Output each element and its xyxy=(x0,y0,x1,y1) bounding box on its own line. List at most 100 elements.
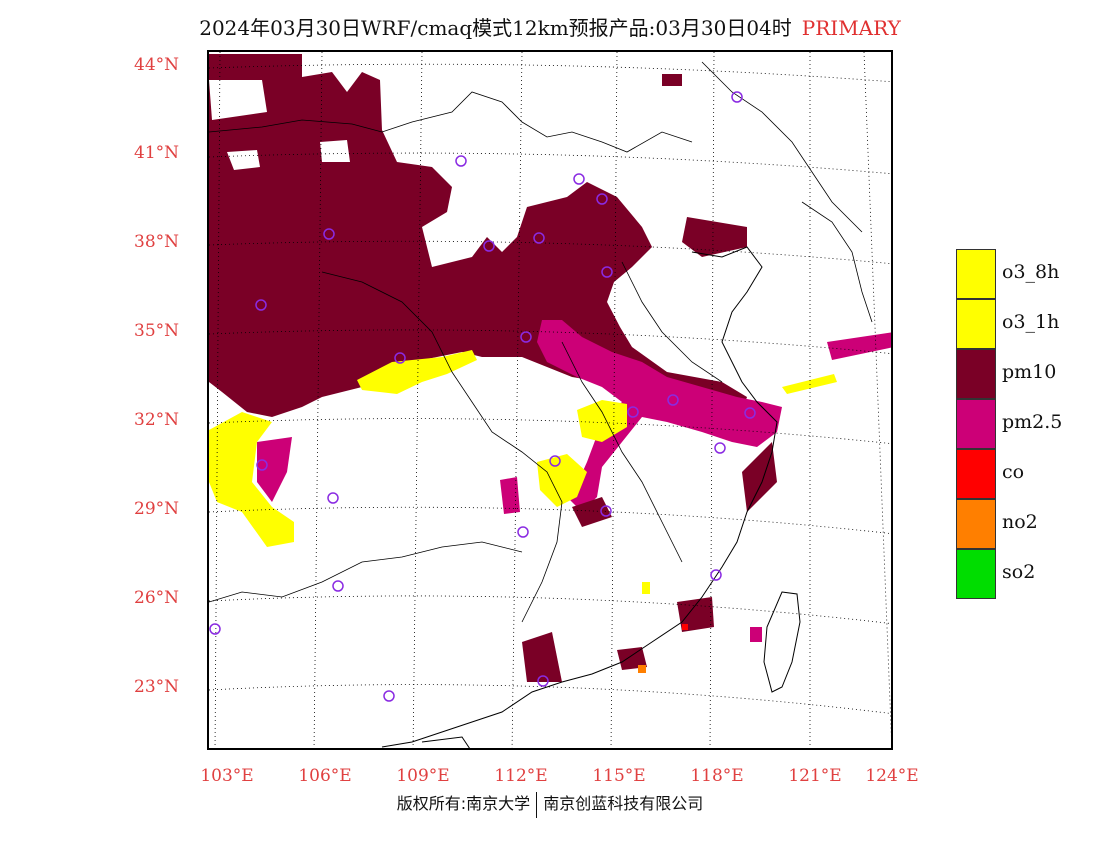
pm10-island-e xyxy=(682,217,747,257)
border-line-1 xyxy=(209,91,693,153)
legend-swatch xyxy=(956,349,996,399)
legend-item-no2: no2 xyxy=(956,499,1096,549)
map-panel[interactable] xyxy=(207,50,893,750)
pm10-island-ne xyxy=(662,74,682,86)
station-marker xyxy=(714,442,726,454)
border-line-2 xyxy=(321,271,563,623)
lon-label-121: 121°E xyxy=(788,766,842,786)
primary-tag: PRIMARY xyxy=(801,16,901,40)
clear-area-3 xyxy=(209,80,267,120)
station-marker xyxy=(537,675,549,687)
korea-coast xyxy=(801,201,873,323)
legend-swatch xyxy=(956,249,996,299)
pm10-south-coast xyxy=(522,632,562,682)
lon-label-115: 115°E xyxy=(592,766,646,786)
legend-label: so2 xyxy=(1002,561,1036,583)
legend-label: pm2.5 xyxy=(1002,411,1063,433)
copyright-footer: 版权所有:南京大学 南京创蓝科技有限公司 xyxy=(0,790,1100,818)
station-marker xyxy=(667,394,679,406)
taiwan-island xyxy=(763,591,801,693)
o3-region-west xyxy=(209,412,294,547)
border-line-5 xyxy=(621,261,723,383)
pm25-taiwan-strait xyxy=(750,627,762,642)
border-line-4 xyxy=(561,341,683,563)
legend-swatch xyxy=(956,299,996,349)
pm10-region-north xyxy=(209,54,747,417)
station-marker xyxy=(483,240,495,252)
legend-label: no2 xyxy=(1002,511,1038,533)
o3-region-central xyxy=(577,400,627,442)
legend-item-pm25: pm2.5 xyxy=(956,399,1096,449)
clear-area-2 xyxy=(320,140,350,162)
station-marker xyxy=(332,580,344,592)
border-line-6 xyxy=(701,61,863,233)
hainan-island xyxy=(421,736,470,748)
graticule xyxy=(209,52,891,748)
lat-label-29: 29°N xyxy=(134,499,180,519)
legend-item-co: co xyxy=(956,449,1096,499)
station-marker xyxy=(323,228,335,240)
footer-divider xyxy=(536,791,538,818)
lon-label-109: 109°E xyxy=(396,766,450,786)
lat-label-23: 23°N xyxy=(134,677,180,697)
legend-item-pm10: pm10 xyxy=(956,349,1096,399)
legend-item-o3-1h: o3_1h xyxy=(956,299,1096,349)
station-marker xyxy=(601,266,613,278)
co-spot xyxy=(682,624,688,630)
station-marker xyxy=(744,407,756,419)
o3-region-south-central xyxy=(537,454,587,507)
station-marker xyxy=(533,232,545,244)
copyright-left: 版权所有:南京大学 xyxy=(396,794,531,813)
station-marker xyxy=(600,505,612,517)
copyright-right: 南京创蓝科技有限公司 xyxy=(543,794,704,813)
pm25-island-sw xyxy=(257,437,292,502)
legend-label: co xyxy=(1002,461,1025,483)
pm10-central-south xyxy=(572,497,612,527)
pm25-coast-east xyxy=(827,332,891,360)
legend-label: pm10 xyxy=(1002,361,1057,383)
legend-swatch xyxy=(956,449,996,499)
lat-label-26: 26°N xyxy=(134,588,180,608)
lat-label-32: 32°N xyxy=(134,410,180,430)
lat-label-35: 35°N xyxy=(134,321,180,341)
lon-label-103: 103°E xyxy=(200,766,254,786)
legend-swatch xyxy=(956,399,996,449)
pm10-coast-guangdong xyxy=(677,597,714,632)
legend-item-o3-8h: o3_8h xyxy=(956,249,1096,299)
title-text: 2024年03月30日WRF/cmaq模式12km预报产品:03月30日04时 xyxy=(199,16,792,40)
legend-swatch xyxy=(956,549,996,599)
station-marker xyxy=(517,526,529,538)
legend-swatch xyxy=(956,499,996,549)
lon-label-106: 106°E xyxy=(298,766,352,786)
pm25-region-central xyxy=(537,320,782,512)
pollution-map xyxy=(209,52,891,748)
station-marker xyxy=(455,155,467,167)
station-marker xyxy=(394,352,406,364)
lat-label-41: 41°N xyxy=(134,143,180,163)
map-title: 2024年03月30日WRF/cmaq模式12km预报产品:03月30日04时 P… xyxy=(0,12,1100,41)
clear-area-4 xyxy=(442,224,472,262)
station-marker xyxy=(383,690,395,702)
lat-label-44: 44°N xyxy=(134,55,180,75)
station-marker xyxy=(710,569,722,581)
no2-spot xyxy=(638,665,646,673)
station-marker xyxy=(549,455,561,467)
station-markers xyxy=(209,91,756,702)
legend-label: o3_1h xyxy=(1002,311,1060,333)
station-marker xyxy=(520,331,532,343)
legend: o3_8h o3_1h pm10 pm2.5 co no2 so2 xyxy=(956,249,1096,599)
o3-region-north-central xyxy=(357,350,477,394)
o3-region-east-sea xyxy=(782,374,837,394)
station-marker xyxy=(573,173,585,185)
station-marker xyxy=(627,406,639,418)
lon-label-124: 124°E xyxy=(865,766,919,786)
pm25-central-2 xyxy=(500,477,520,514)
station-marker xyxy=(256,459,268,471)
station-marker xyxy=(255,299,267,311)
station-marker xyxy=(596,193,608,205)
legend-item-so2: so2 xyxy=(956,549,1096,599)
pm10-south-2 xyxy=(617,647,647,670)
o3-region-small xyxy=(642,582,650,594)
lat-label-38: 38°N xyxy=(134,232,180,252)
border-line-3 xyxy=(209,541,523,603)
